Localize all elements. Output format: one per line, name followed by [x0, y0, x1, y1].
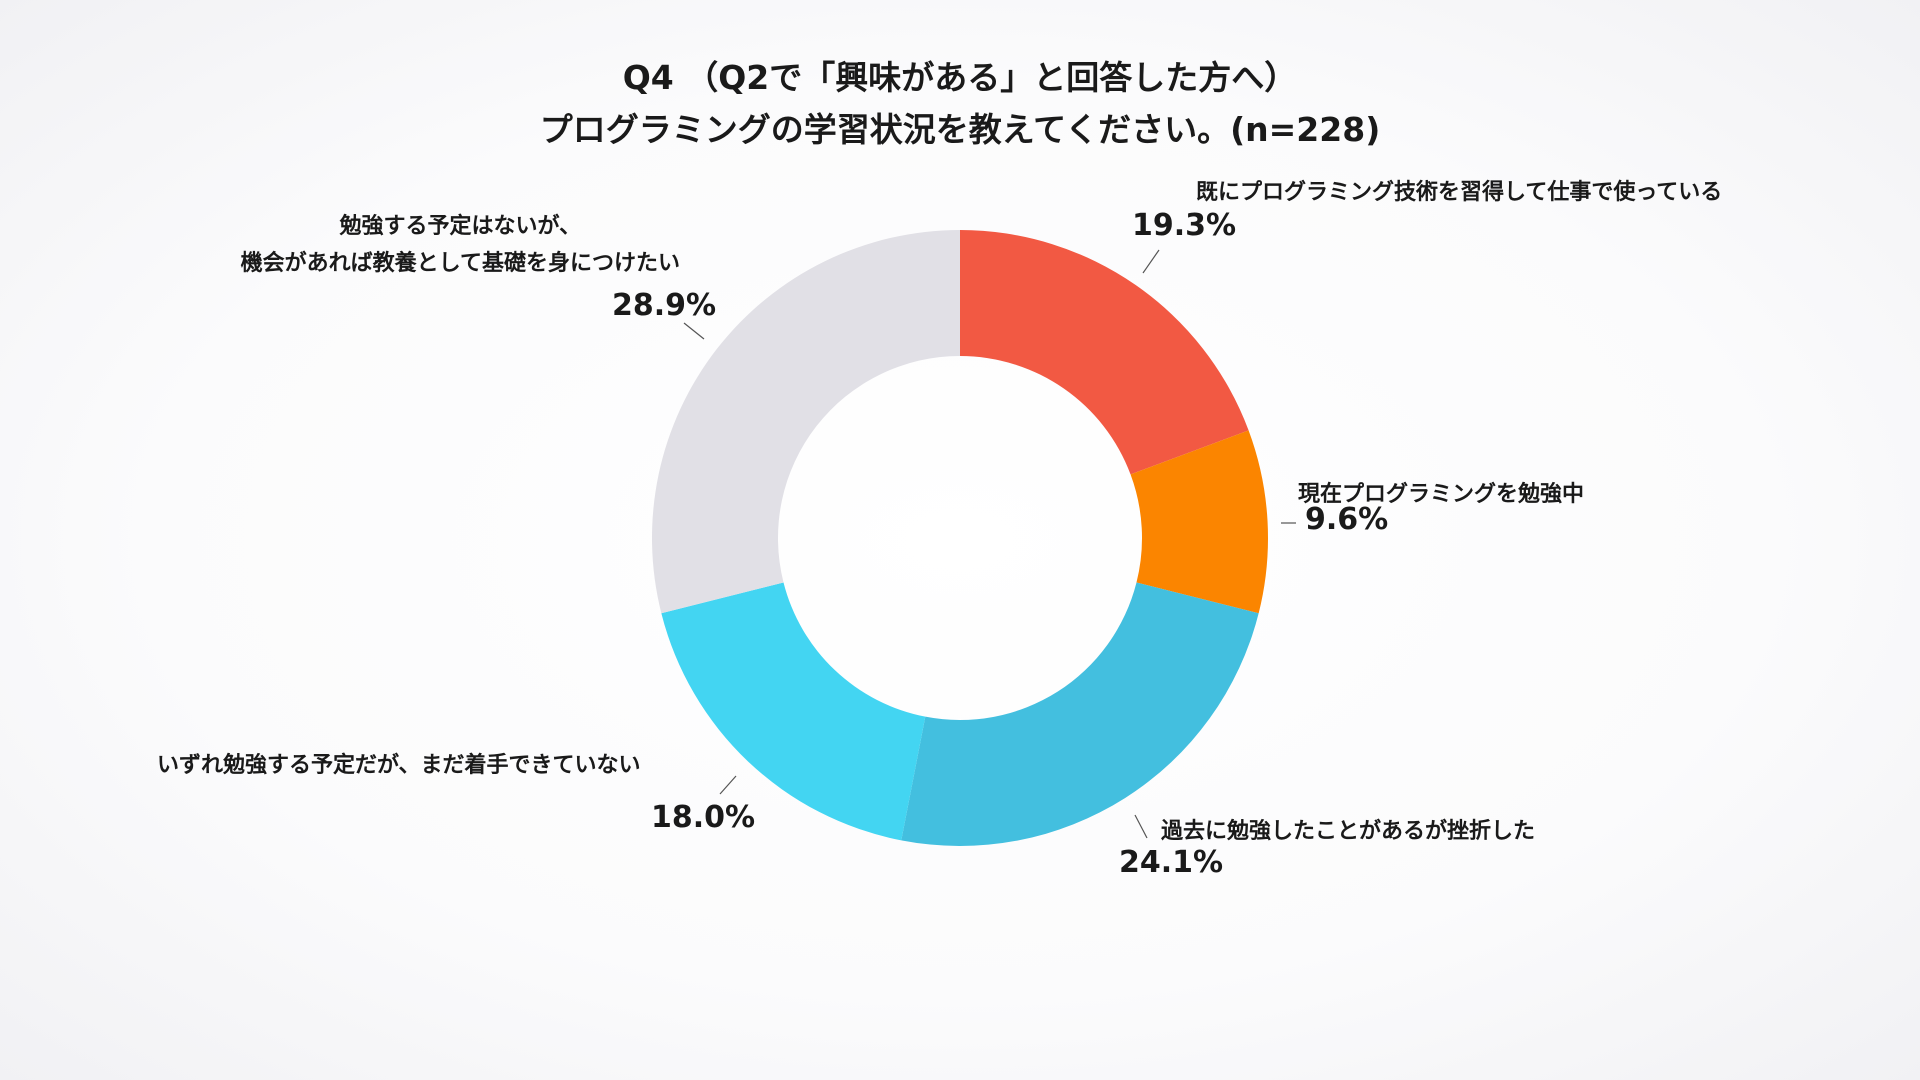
leader-line-4: [683, 322, 705, 340]
chart-title-block: Q4 （Q2で「興味がある」と回答した方へ） プログラミングの学習状況を教えてく…: [0, 52, 1920, 156]
slice-label-group-4: 勉強する予定はないが、 機会があれば教養として基礎を身につけたい: [241, 208, 680, 282]
slice-value-label-3: 18.0%: [651, 800, 756, 835]
slice-label-group-0: 既にプログラミング技術を習得して仕事で使っている: [1196, 174, 1722, 211]
leader-line-0: [1142, 249, 1160, 274]
donut-slice-4: [652, 230, 960, 614]
donut-slice-0: [960, 230, 1249, 475]
slice-category-label-4-line-1: 勉強する予定はないが、: [339, 214, 582, 239]
chart-title: Q4 （Q2で「興味がある」と回答した方へ）: [622, 58, 1298, 97]
slice-value-label-4: 28.9%: [612, 288, 717, 323]
leader-line-3: [719, 775, 737, 795]
donut-slice-3: [661, 582, 926, 841]
slice-value-label-0: 19.3%: [1132, 208, 1237, 243]
slice-category-label-4-line-2: 機会があれば教養として基礎を身につけたい: [240, 251, 680, 276]
slice-value-label-1: 9.6%: [1305, 502, 1389, 537]
chart-subtitle: プログラミングの学習状況を教えてください。(n=228): [539, 110, 1381, 149]
slice-category-label-0: 既にプログラミング技術を習得して仕事で使っている: [1196, 180, 1723, 205]
slice-value-label-2: 24.1%: [1119, 845, 1224, 880]
slice-category-label-3: いずれ勉強する予定だが、まだ着手できていない: [157, 753, 641, 778]
donut-slice-1: [1130, 430, 1268, 614]
leader-line-2: [1134, 814, 1148, 839]
slice-category-label-1: 現在プログラミングを勉強中: [1298, 482, 1585, 507]
donut-slice-2: [901, 582, 1259, 846]
slice-category-label-2: 過去に勉強したことがあるが挫折した: [1161, 819, 1536, 844]
